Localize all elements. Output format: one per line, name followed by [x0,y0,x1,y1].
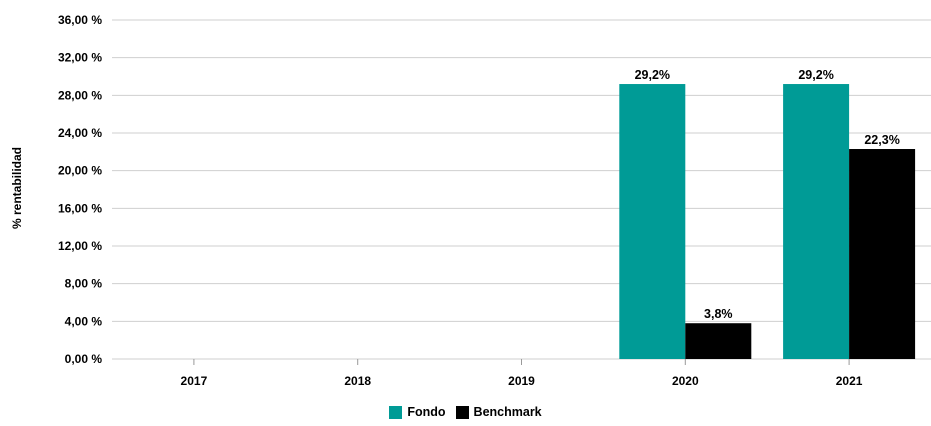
legend-swatch-fondo [389,405,403,419]
legend-label-fondo: Fondo [407,405,446,419]
x-tick-label: 2017 [181,374,208,388]
grid-lines [112,19,931,360]
legend: Fondo Benchmark [0,405,931,419]
y-tick-label: 36,00 % [58,13,102,27]
bars [619,84,916,360]
y-tick-label: 24,00 % [58,126,102,140]
data-label: 22,3% [864,133,899,147]
bar-fondo-2020 [619,84,686,360]
x-tick-label: 2020 [672,374,699,388]
y-axis-ticks: 0,00 % 4,00 % 8,00 % 12,00 % 16,00 % 20,00 % 2… [58,13,102,366]
y-tick-label: 0,00 % [65,352,103,366]
data-labels: 29,2% 29,2% 3,8% 22,3% [635,68,900,321]
x-tick-label: 2019 [508,374,535,388]
x-tick-label: 2018 [344,374,371,388]
y-tick-label: 16,00 % [58,201,102,215]
bar-fondo-2021 [783,84,850,360]
data-label: 29,2% [635,68,670,82]
data-label: 3,8% [704,307,733,321]
data-label: 29,2% [798,68,833,82]
legend-label-benchmark: Benchmark [473,405,542,419]
legend-item-fondo: Fondo [389,405,446,419]
x-tick-label: 2021 [836,374,863,388]
y-tick-label: 20,00 % [58,164,102,178]
x-axis-ticks: 2017 2018 2019 2020 2021 [181,359,863,388]
y-tick-label: 28,00 % [58,88,102,102]
legend-swatch-benchmark [455,405,469,419]
bar-benchmark-2021 [849,149,916,359]
legend-item-benchmark: Benchmark [455,405,542,419]
y-tick-label: 8,00 % [65,277,103,291]
y-axis-title: % rentabilidad [10,147,24,229]
y-tick-label: 12,00 % [58,239,102,253]
y-tick-label: 32,00 % [58,51,102,65]
y-tick-label: 4,00 % [65,314,103,328]
bar-benchmark-2020 [685,323,752,359]
